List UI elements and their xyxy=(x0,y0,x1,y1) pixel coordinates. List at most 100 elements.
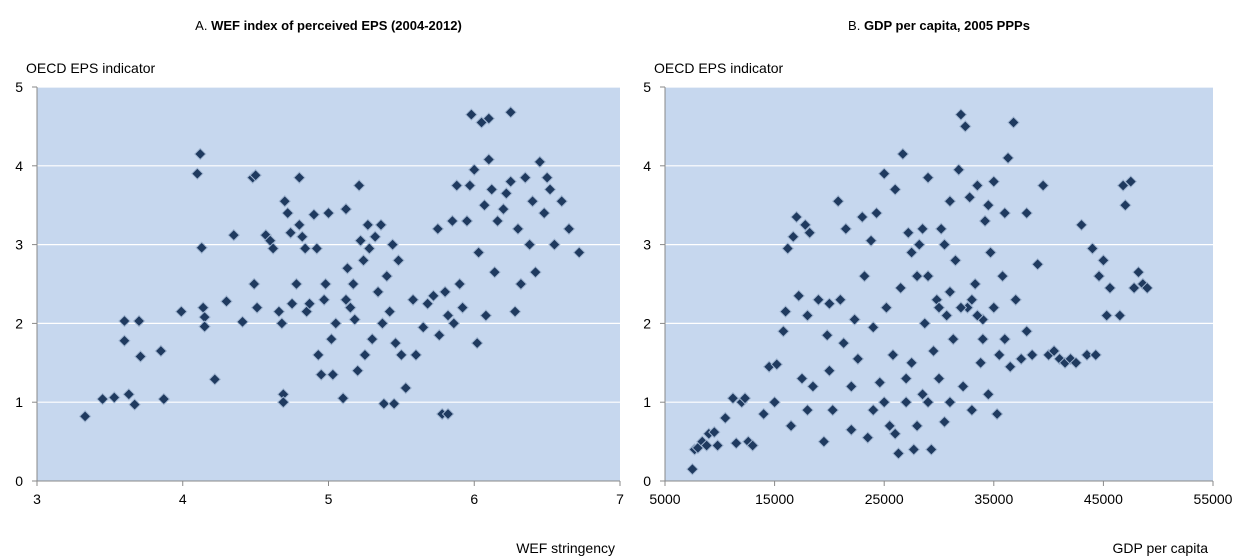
x-tick-label: 15000 xyxy=(755,491,794,507)
point xyxy=(339,293,353,306)
point xyxy=(351,364,364,377)
point xyxy=(122,388,136,401)
point xyxy=(275,317,289,330)
point xyxy=(799,218,812,232)
point xyxy=(976,332,990,346)
point xyxy=(366,332,379,346)
point xyxy=(998,206,1011,220)
panel: A. WEF index of perceived EPS (2004-2012… xyxy=(15,18,624,556)
point xyxy=(485,183,498,196)
point xyxy=(555,195,568,208)
point xyxy=(374,218,388,232)
x-axis-label: GDP per capita xyxy=(1113,540,1209,556)
point xyxy=(482,153,496,166)
point xyxy=(1141,281,1154,295)
point xyxy=(943,395,957,409)
point xyxy=(380,269,394,283)
point xyxy=(504,175,517,188)
point xyxy=(943,195,957,208)
point xyxy=(938,415,951,429)
point xyxy=(921,395,935,409)
y-tick-label: 5 xyxy=(15,79,23,95)
point xyxy=(932,301,946,314)
point xyxy=(293,171,306,184)
point xyxy=(956,380,970,393)
point xyxy=(344,301,357,314)
point xyxy=(943,285,957,299)
point xyxy=(1089,348,1102,362)
point xyxy=(460,214,474,228)
point xyxy=(319,277,332,291)
point xyxy=(456,301,469,314)
point xyxy=(132,314,146,328)
point xyxy=(290,277,303,291)
point xyxy=(971,179,984,192)
point xyxy=(326,368,340,381)
point xyxy=(1097,254,1110,267)
point xyxy=(236,315,249,329)
point xyxy=(1069,356,1083,370)
point xyxy=(998,332,1011,346)
point xyxy=(848,313,861,326)
point xyxy=(543,183,557,196)
point xyxy=(128,398,141,411)
point xyxy=(839,222,853,236)
point xyxy=(968,277,982,291)
point xyxy=(719,411,732,425)
point xyxy=(250,301,264,314)
point xyxy=(757,407,770,421)
point xyxy=(450,179,463,192)
point xyxy=(812,293,825,306)
point xyxy=(284,226,297,239)
point xyxy=(984,246,997,259)
point xyxy=(784,419,798,433)
point xyxy=(1007,116,1020,129)
point xyxy=(249,169,262,182)
point xyxy=(438,285,452,299)
point xyxy=(947,332,960,346)
point xyxy=(795,372,809,385)
y-axis-label: OECD EPS indicator xyxy=(26,60,155,76)
point xyxy=(779,305,792,318)
point xyxy=(746,439,759,452)
point xyxy=(329,317,342,330)
point xyxy=(386,238,399,251)
point xyxy=(392,254,405,267)
point xyxy=(315,368,328,381)
chart-title: B. GDP per capita, 2005 PPPs xyxy=(848,18,1030,33)
point xyxy=(514,277,528,291)
point xyxy=(1103,281,1117,295)
point xyxy=(938,238,951,251)
point xyxy=(954,108,968,121)
point xyxy=(867,403,880,417)
point xyxy=(417,321,430,334)
point xyxy=(845,380,858,393)
point xyxy=(387,397,401,410)
y-axis-label: OECD EPS indicator xyxy=(654,60,783,76)
point xyxy=(1127,281,1141,295)
point xyxy=(363,242,376,255)
point xyxy=(298,242,312,255)
x-tick-label: 3 xyxy=(33,491,41,507)
point xyxy=(899,395,913,409)
point xyxy=(310,242,324,255)
point xyxy=(700,439,713,452)
point xyxy=(971,309,984,322)
point xyxy=(927,344,940,358)
point xyxy=(837,336,850,350)
y-tick-label: 0 xyxy=(15,473,23,489)
panel-label: B. xyxy=(848,18,860,33)
point xyxy=(175,305,188,318)
point xyxy=(886,348,900,362)
point xyxy=(856,210,869,224)
point xyxy=(1014,352,1028,366)
point xyxy=(296,230,309,243)
point xyxy=(453,277,466,291)
point xyxy=(730,436,743,450)
point xyxy=(312,348,325,362)
point xyxy=(1009,293,1022,306)
point xyxy=(500,187,513,200)
y-tick-label: 4 xyxy=(643,158,651,174)
point xyxy=(278,195,291,208)
